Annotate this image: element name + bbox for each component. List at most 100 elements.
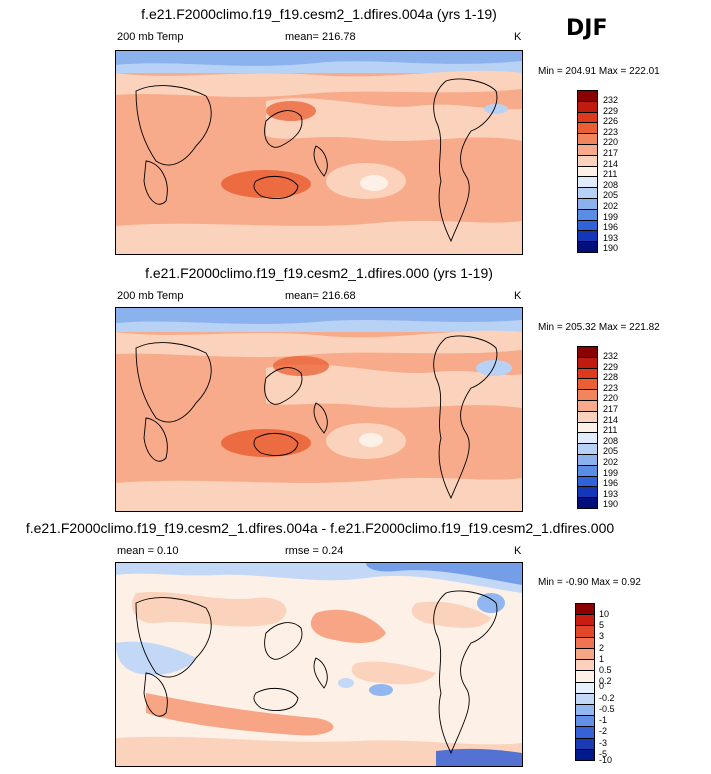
colorbar-tick: 208	[603, 179, 619, 190]
colorbar-tick: 193	[603, 488, 619, 499]
panel-3-unit: K	[514, 545, 522, 557]
colorbar-tick: 226	[603, 116, 619, 127]
colorbar-tick: 199	[603, 211, 619, 222]
panel-2-mean: mean= 216.68	[285, 290, 356, 302]
colorbar-tick: 196	[603, 222, 619, 233]
panel-2-unit: K	[514, 290, 522, 302]
colorbar-cell	[578, 368, 597, 380]
colorbar-tick: 205	[603, 190, 619, 201]
colorbar-tick: 228	[603, 372, 619, 383]
colorbar-tick: 202	[603, 201, 619, 211]
colorbar-cell	[578, 155, 597, 167]
colorbar-tick: 190	[603, 499, 619, 510]
colorbar-tick: 199	[603, 467, 619, 478]
colorbar-cell	[578, 144, 597, 156]
colorbar-cell	[578, 444, 597, 455]
colorbar-cell	[576, 637, 594, 649]
colorbar-cell	[578, 231, 597, 243]
colorbar-cell	[576, 626, 594, 638]
colorbar-tick: 232	[603, 95, 619, 105]
colorbar-cell	[578, 357, 597, 369]
colorbar-tick: 1	[599, 653, 605, 664]
colorbar-cell	[578, 465, 597, 477]
colorbar-tick: 190	[603, 243, 619, 254]
panel-2-map	[115, 307, 523, 512]
panel-1-unit: K	[514, 31, 522, 43]
colorbar-cell	[576, 693, 594, 705]
colorbar-cell	[578, 379, 597, 391]
panel-1-title: f.e21.F2000climo.f19_f19.cesm2_1.dfires.…	[141, 6, 497, 22]
colorbar-tick: 5	[599, 619, 605, 630]
colorbar-cell	[576, 660, 594, 672]
colorbar-cell	[578, 134, 597, 145]
colorbar-cell	[578, 242, 597, 252]
colorbar-tick: 214	[603, 158, 619, 169]
colorbar-tick: 196	[603, 478, 619, 489]
colorbar-cell	[576, 648, 594, 661]
colorbar-cell	[578, 112, 597, 124]
colorbar-tick: 0.2	[599, 676, 612, 687]
colorbar-tick: 229	[603, 361, 619, 372]
colorbar-tick: 193	[603, 232, 619, 243]
colorbar-cell	[578, 91, 597, 102]
panel-1-mean: mean= 216.78	[285, 31, 356, 43]
colorbar-cell	[576, 727, 594, 739]
colorbar-tick: 205	[603, 446, 619, 457]
colorbar-cell	[576, 716, 594, 728]
colorbar-cell	[578, 400, 597, 412]
panel-1-left-label: 200 mb Temp	[117, 31, 184, 43]
colorbar-tick: -10	[599, 755, 613, 765]
panel-2-minmax: Min = 205.32 Max = 221.82	[538, 322, 660, 333]
panel-1-map-svg	[116, 51, 522, 254]
panel-2-colorbar-labels: 232 229 228 223 220 217 214 211 208 205 …	[603, 349, 643, 509]
colorbar-cell	[578, 123, 597, 135]
panel-2-colorbar	[577, 346, 598, 509]
colorbar-cell	[578, 390, 597, 401]
panel-2-map-svg	[116, 308, 522, 511]
season-label: DJF	[566, 16, 608, 41]
panel-1-map	[115, 50, 523, 255]
colorbar-cell	[578, 166, 597, 178]
panel-1-colorbar-labels: 232 229 226 223 220 217 214 211 208 205 …	[603, 93, 643, 253]
colorbar-tick: 220	[603, 393, 619, 404]
colorbar-cell	[578, 454, 597, 466]
colorbar-tick: 217	[603, 148, 619, 158]
colorbar-cell	[578, 177, 597, 189]
colorbar-tick: 217	[603, 404, 619, 414]
colorbar-cell	[578, 209, 597, 221]
panel-3-map-svg	[116, 563, 522, 766]
colorbar-cell	[576, 738, 594, 750]
colorbar-tick: 2	[599, 642, 605, 653]
panel-3-rmse: rmse = 0.24	[285, 545, 344, 557]
colorbar-tick: 10	[599, 608, 610, 619]
colorbar-cell	[578, 198, 597, 210]
colorbar-tick: 232	[603, 351, 619, 361]
colorbar-cell	[578, 498, 597, 508]
colorbar-tick: 0	[599, 681, 605, 691]
colorbar-cell	[578, 487, 597, 499]
colorbar-cell	[578, 433, 597, 445]
panel-3-colorbar-labels: 10 5 3 2 1 0.5 0.2 0 -0.2 -0.5 -1 -2 -3 …	[599, 603, 639, 765]
colorbar-tick: 211	[603, 425, 618, 436]
panel-1-minmax: Min = 204.91 Max = 222.01	[538, 66, 660, 77]
colorbar-cell	[576, 604, 594, 616]
colorbar-tick: 211	[603, 169, 618, 180]
panel-2-left-label: 200 mb Temp	[117, 290, 184, 302]
panel-3-mean: mean = 0.10	[117, 545, 179, 557]
colorbar-cell	[576, 704, 594, 717]
colorbar-cell	[576, 749, 594, 761]
colorbar-tick: 208	[603, 435, 619, 446]
colorbar-tick: -5	[599, 748, 608, 759]
colorbar-tick: 220	[603, 137, 619, 148]
panel-3-title: f.e21.F2000climo.f19_f19.cesm2_1.dfires.…	[25, 520, 615, 536]
panel-3-map	[115, 562, 523, 767]
colorbar-tick: -1	[599, 714, 608, 725]
colorbar-cell	[578, 476, 597, 488]
colorbar-cell	[576, 615, 594, 627]
colorbar-tick: -0.2	[599, 693, 615, 703]
colorbar-tick: 229	[603, 105, 619, 116]
colorbar-cell	[576, 682, 594, 694]
colorbar-cell	[578, 101, 597, 113]
panel-3-colorbar	[575, 603, 595, 761]
colorbar-cell	[578, 220, 597, 232]
